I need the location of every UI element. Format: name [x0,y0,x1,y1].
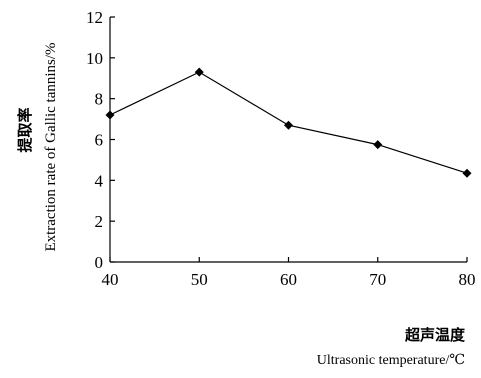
x-axis-label-english: Ultrasonic temperature/℃ [316,353,465,368]
x-tick-label: 40 [102,270,119,289]
x-axis-ticks: 40 50 60 70 80 [102,257,476,289]
y-tick-label: 6 [95,131,104,150]
data-point [462,168,472,178]
data-point [284,120,293,130]
y-tick-label: 4 [95,171,104,190]
y-axis-ticks: 0 2 4 6 8 10 12 [86,8,115,272]
data-point [105,110,115,120]
y-tick-label: 10 [86,49,103,68]
x-tick-label: 80 [459,270,476,289]
x-tick-label: 50 [191,270,208,289]
y-tick-label: 8 [95,90,104,109]
data-point [373,140,383,150]
y-axis-label-chinese: 提取率 [16,107,34,152]
data-point [194,67,204,77]
y-tick-label: 12 [86,8,103,27]
y-tick-label: 0 [95,253,104,272]
data-series [105,67,472,178]
y-tick-label: 2 [95,212,104,231]
x-tick-label: 70 [369,270,386,289]
x-tick-label: 60 [280,270,297,289]
axes [109,17,467,263]
y-axis-label-english: Extraction rate of Gallic tannins/% [43,42,59,251]
x-axis-label-chinese: 超声温度 [404,326,465,344]
